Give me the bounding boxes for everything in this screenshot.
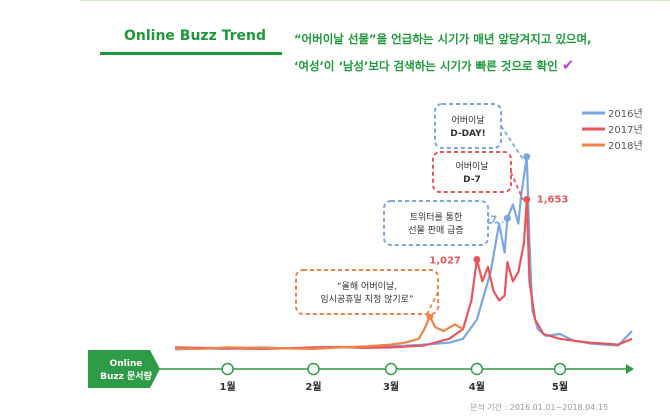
checkmark-icon: ✔ <box>561 56 575 74</box>
axis-badge-line-1: Online <box>110 359 143 369</box>
data-point <box>473 256 481 264</box>
x-tick-marker <box>221 362 234 376</box>
x-tick-marker <box>553 362 567 376</box>
data-label: 1,027 <box>429 256 461 267</box>
x-tick-marker <box>470 362 484 376</box>
x-tick-label: 3월 <box>383 381 399 393</box>
legend-label: 2016년 <box>608 108 643 120</box>
source-note: 분석 기간 : 2016.01.01~2018.04.15 <box>470 403 609 412</box>
svg-text:“올해 어버이날,: “올해 어버이날, <box>337 281 397 292</box>
svg-text:어버이날: 어버이날 <box>451 115 484 126</box>
headline: “어버이날 선물”을 언급하는 시기가 매년 앞당겨지고 있으며, ‘여성’이 … <box>294 26 664 79</box>
legend: 2016년 2017년 2018년 <box>582 108 643 152</box>
svg-text:임시공휴일 지정 않기로”: 임시공휴일 지정 않기로” <box>320 293 413 305</box>
annotation-holiday: “올해 어버이날,임시공휴일 지정 않기로” <box>295 269 439 318</box>
annotation-dday: 어버이날 D-DAY! <box>434 103 524 160</box>
x-axis-arrow <box>626 364 634 374</box>
x-tick-label: 5월 <box>552 381 568 393</box>
x-tick-marker <box>307 362 320 376</box>
data-point <box>523 195 531 203</box>
x-tick-marker <box>384 362 398 376</box>
data-point <box>523 153 531 161</box>
title-underline <box>100 52 282 55</box>
axis-badge <box>88 350 160 388</box>
svg-text:D-7: D-7 <box>463 175 481 185</box>
top-divider <box>80 0 670 1</box>
x-tick-label: 4월 <box>469 381 485 393</box>
legend-label: 2018년 <box>608 140 643 152</box>
data-point <box>503 214 511 222</box>
legend-label: 2017년 <box>608 124 643 136</box>
svg-text:어버이날: 어버이날 <box>455 161 488 172</box>
series-line-3 <box>174 315 464 350</box>
svg-text:트위터를 통한: 트위터를 통한 <box>410 212 463 223</box>
svg-text:선물 판매 급증: 선물 판매 급증 <box>408 225 463 236</box>
svg-text:D-DAY!: D-DAY! <box>450 129 486 139</box>
series-layer <box>174 155 633 351</box>
axis-badge-line-2: Buzz 문서량 <box>100 370 152 382</box>
series-line-1 <box>174 155 633 351</box>
headline-line-2: ‘여성’이 ‘남성’보다 검색하는 시기가 빠른 것으로 확인 ✔ <box>294 56 575 74</box>
data-label: 1,653 <box>537 194 569 205</box>
series-line-2 <box>174 198 633 350</box>
chart-title: Online Buzz Trend <box>123 28 266 44</box>
x-tick-label: 2월 <box>305 381 321 393</box>
x-tick-label: 1월 <box>220 381 236 393</box>
annotation-d7: 어버이날 D-7 <box>432 151 524 200</box>
headline-line-1: “어버이날 선물”을 언급하는 시기가 매년 앞당겨지고 있으며, <box>294 32 592 46</box>
